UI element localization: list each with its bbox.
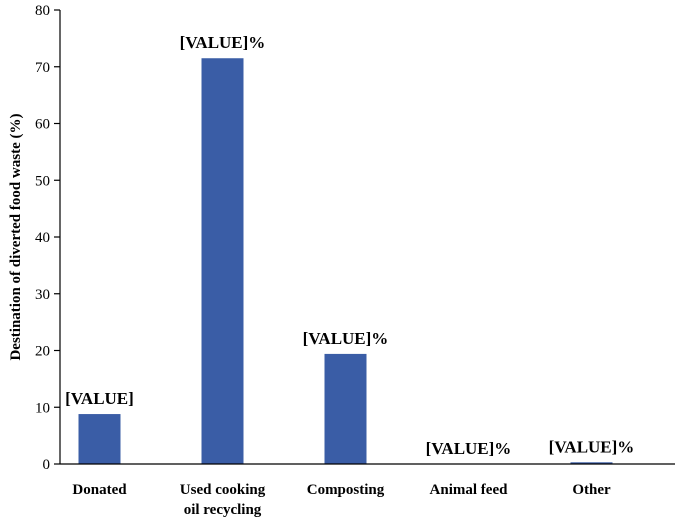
bar <box>570 462 613 464</box>
bar <box>78 414 121 464</box>
y-tick-label: 20 <box>35 344 50 360</box>
x-category-label: Other <box>572 482 611 498</box>
x-category-label: Composting <box>307 482 385 498</box>
y-axis-ticks: 0 10 20 30 40 50 60 70 80 <box>35 3 60 473</box>
data-label: [VALUE]% <box>549 437 635 456</box>
x-category-label: Donated <box>72 482 127 498</box>
x-category-label: Used cooking <box>180 482 266 498</box>
y-tick-label: 40 <box>35 230 50 246</box>
y-tick-label: 80 <box>35 3 50 19</box>
y-axis-title: Destination of diverted food waste (%) <box>8 113 24 360</box>
y-tick-label: 10 <box>35 400 50 416</box>
x-category-label: oil recycling <box>184 502 262 518</box>
y-tick-label: 60 <box>35 117 50 133</box>
y-tick-label: 70 <box>35 60 50 76</box>
x-category-label: Animal feed <box>430 482 509 498</box>
y-tick-label: 0 <box>43 457 51 473</box>
data-labels: [VALUE] [VALUE]% [VALUE]% [VALUE]% [VALUE]% <box>65 33 634 458</box>
y-tick-label: 50 <box>35 173 50 189</box>
y-tick-label: 30 <box>35 287 50 303</box>
bar <box>324 353 367 464</box>
data-label: [VALUE]% <box>180 33 266 52</box>
data-label: [VALUE] <box>65 389 134 408</box>
data-label: [VALUE]% <box>303 329 389 348</box>
bar <box>201 58 244 465</box>
bars <box>78 58 613 465</box>
category-labels: Donated Used cooking oil recycling Composti… <box>72 482 611 518</box>
data-label: [VALUE]% <box>426 439 512 458</box>
